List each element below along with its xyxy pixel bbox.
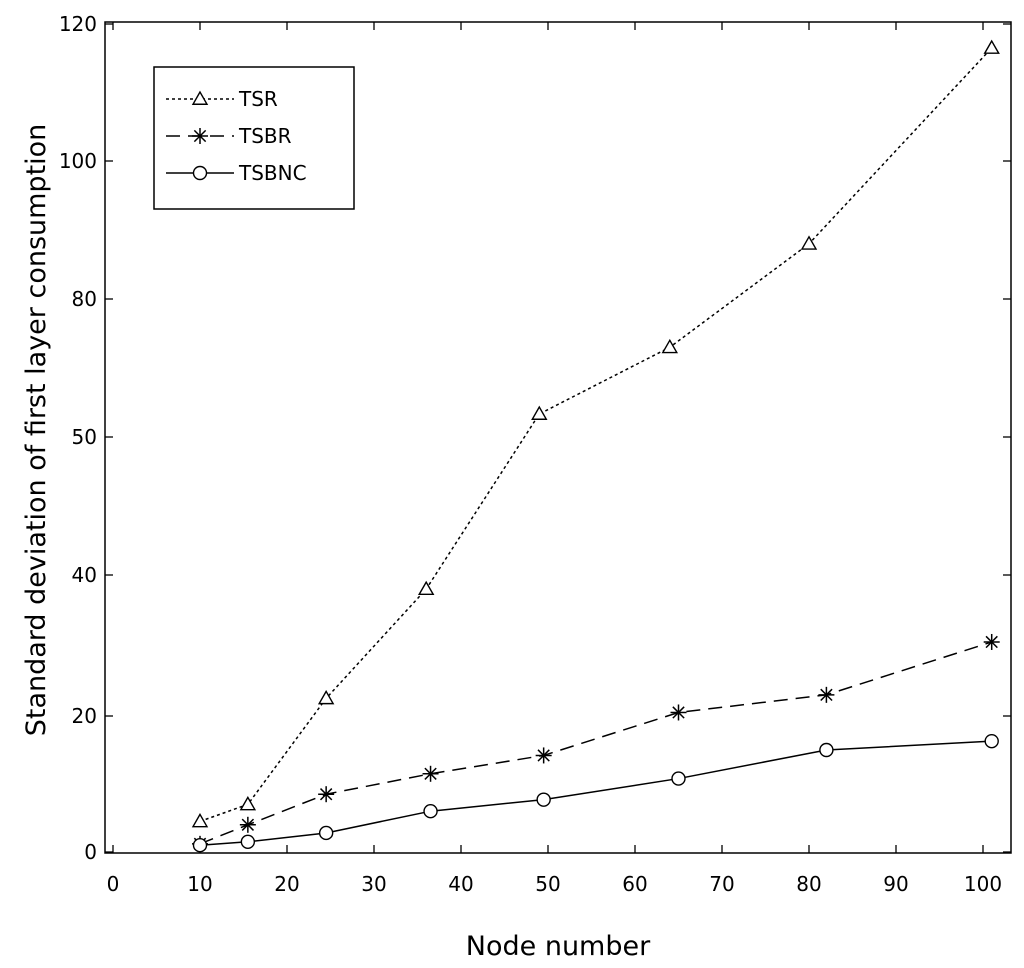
data-point-tsbnc: [671, 771, 686, 786]
legend-label-tsr: TSR: [238, 87, 278, 111]
x-tick-label: 20: [274, 872, 299, 896]
legend-marker-tsbr: [192, 128, 208, 144]
y-tick-label: 50: [72, 425, 97, 449]
y-axis: 0 20 40 50 80 100 120: [59, 12, 1011, 864]
legend-label-tsbnc: TSBNC: [238, 161, 307, 185]
legend-marker-tsbnc: [192, 165, 208, 181]
x-tick-label: 40: [448, 872, 473, 896]
x-tick-label: 70: [709, 872, 734, 896]
x-tick-label: 100: [964, 872, 1002, 896]
x-tick-label: 30: [361, 872, 386, 896]
legend-label-tsbr: TSBR: [238, 124, 292, 148]
data-point-tsbnc: [536, 792, 551, 807]
y-tick-label: 20: [72, 704, 97, 728]
y-axis-title: Standard deviation of first layer consum…: [21, 124, 52, 737]
x-axis-title: Node number: [466, 931, 651, 962]
legend-marker-tsr: [191, 90, 209, 105]
data-point-tsbnc: [192, 838, 208, 853]
data-point-tsbr: [670, 704, 687, 721]
series-line-tsbr: [199, 641, 992, 845]
y-tick-label: 100: [59, 149, 97, 173]
data-point-tsr: [239, 795, 257, 811]
y-tick-label: 40: [72, 563, 97, 587]
data-point-tsbr: [239, 816, 256, 833]
data-point-tsbr: [318, 786, 335, 803]
data-point-tsr: [983, 39, 1000, 54]
data-point-tsbnc: [240, 834, 256, 849]
x-axis: 0 10 20 30 40 50 60 70 80 90 100: [107, 22, 1002, 896]
y-tick-label: 0: [84, 840, 97, 864]
legend: TSR TSBR TSBNC: [153, 66, 355, 210]
data-point-tsbnc: [984, 733, 999, 749]
x-tick-label: 60: [622, 872, 647, 896]
data-point-tsr: [317, 689, 335, 705]
x-tick-label: 80: [796, 872, 821, 896]
x-tick-label: 10: [187, 872, 212, 896]
data-point-tsr: [800, 235, 818, 250]
data-point-tsbnc: [819, 742, 834, 758]
legend-box: [153, 66, 355, 210]
data-point-tsbr: [422, 765, 439, 782]
data-point-tsbr: [983, 633, 1000, 650]
data-point-tsbr: [535, 747, 552, 764]
data-point-tsr: [531, 405, 548, 420]
y-tick-label: 80: [72, 287, 97, 311]
series-line-tsbnc: [199, 740, 992, 846]
data-point-tsr: [191, 812, 209, 828]
legend-items: TSR TSBR TSBNC: [166, 87, 307, 185]
series-line-tsr: [199, 47, 993, 823]
data-point-tsbnc: [318, 825, 334, 841]
data-point-tsr: [661, 338, 679, 354]
data-point-tsbr: [818, 686, 835, 703]
x-tick-label: 0: [107, 872, 120, 896]
data-point-tsbnc: [423, 804, 438, 819]
x-tick-label: 90: [883, 872, 908, 896]
series-layer: [191, 39, 1000, 853]
x-tick-label: 50: [535, 872, 560, 896]
data-point-tsr: [417, 580, 435, 596]
y-tick-label: 120: [59, 12, 97, 36]
